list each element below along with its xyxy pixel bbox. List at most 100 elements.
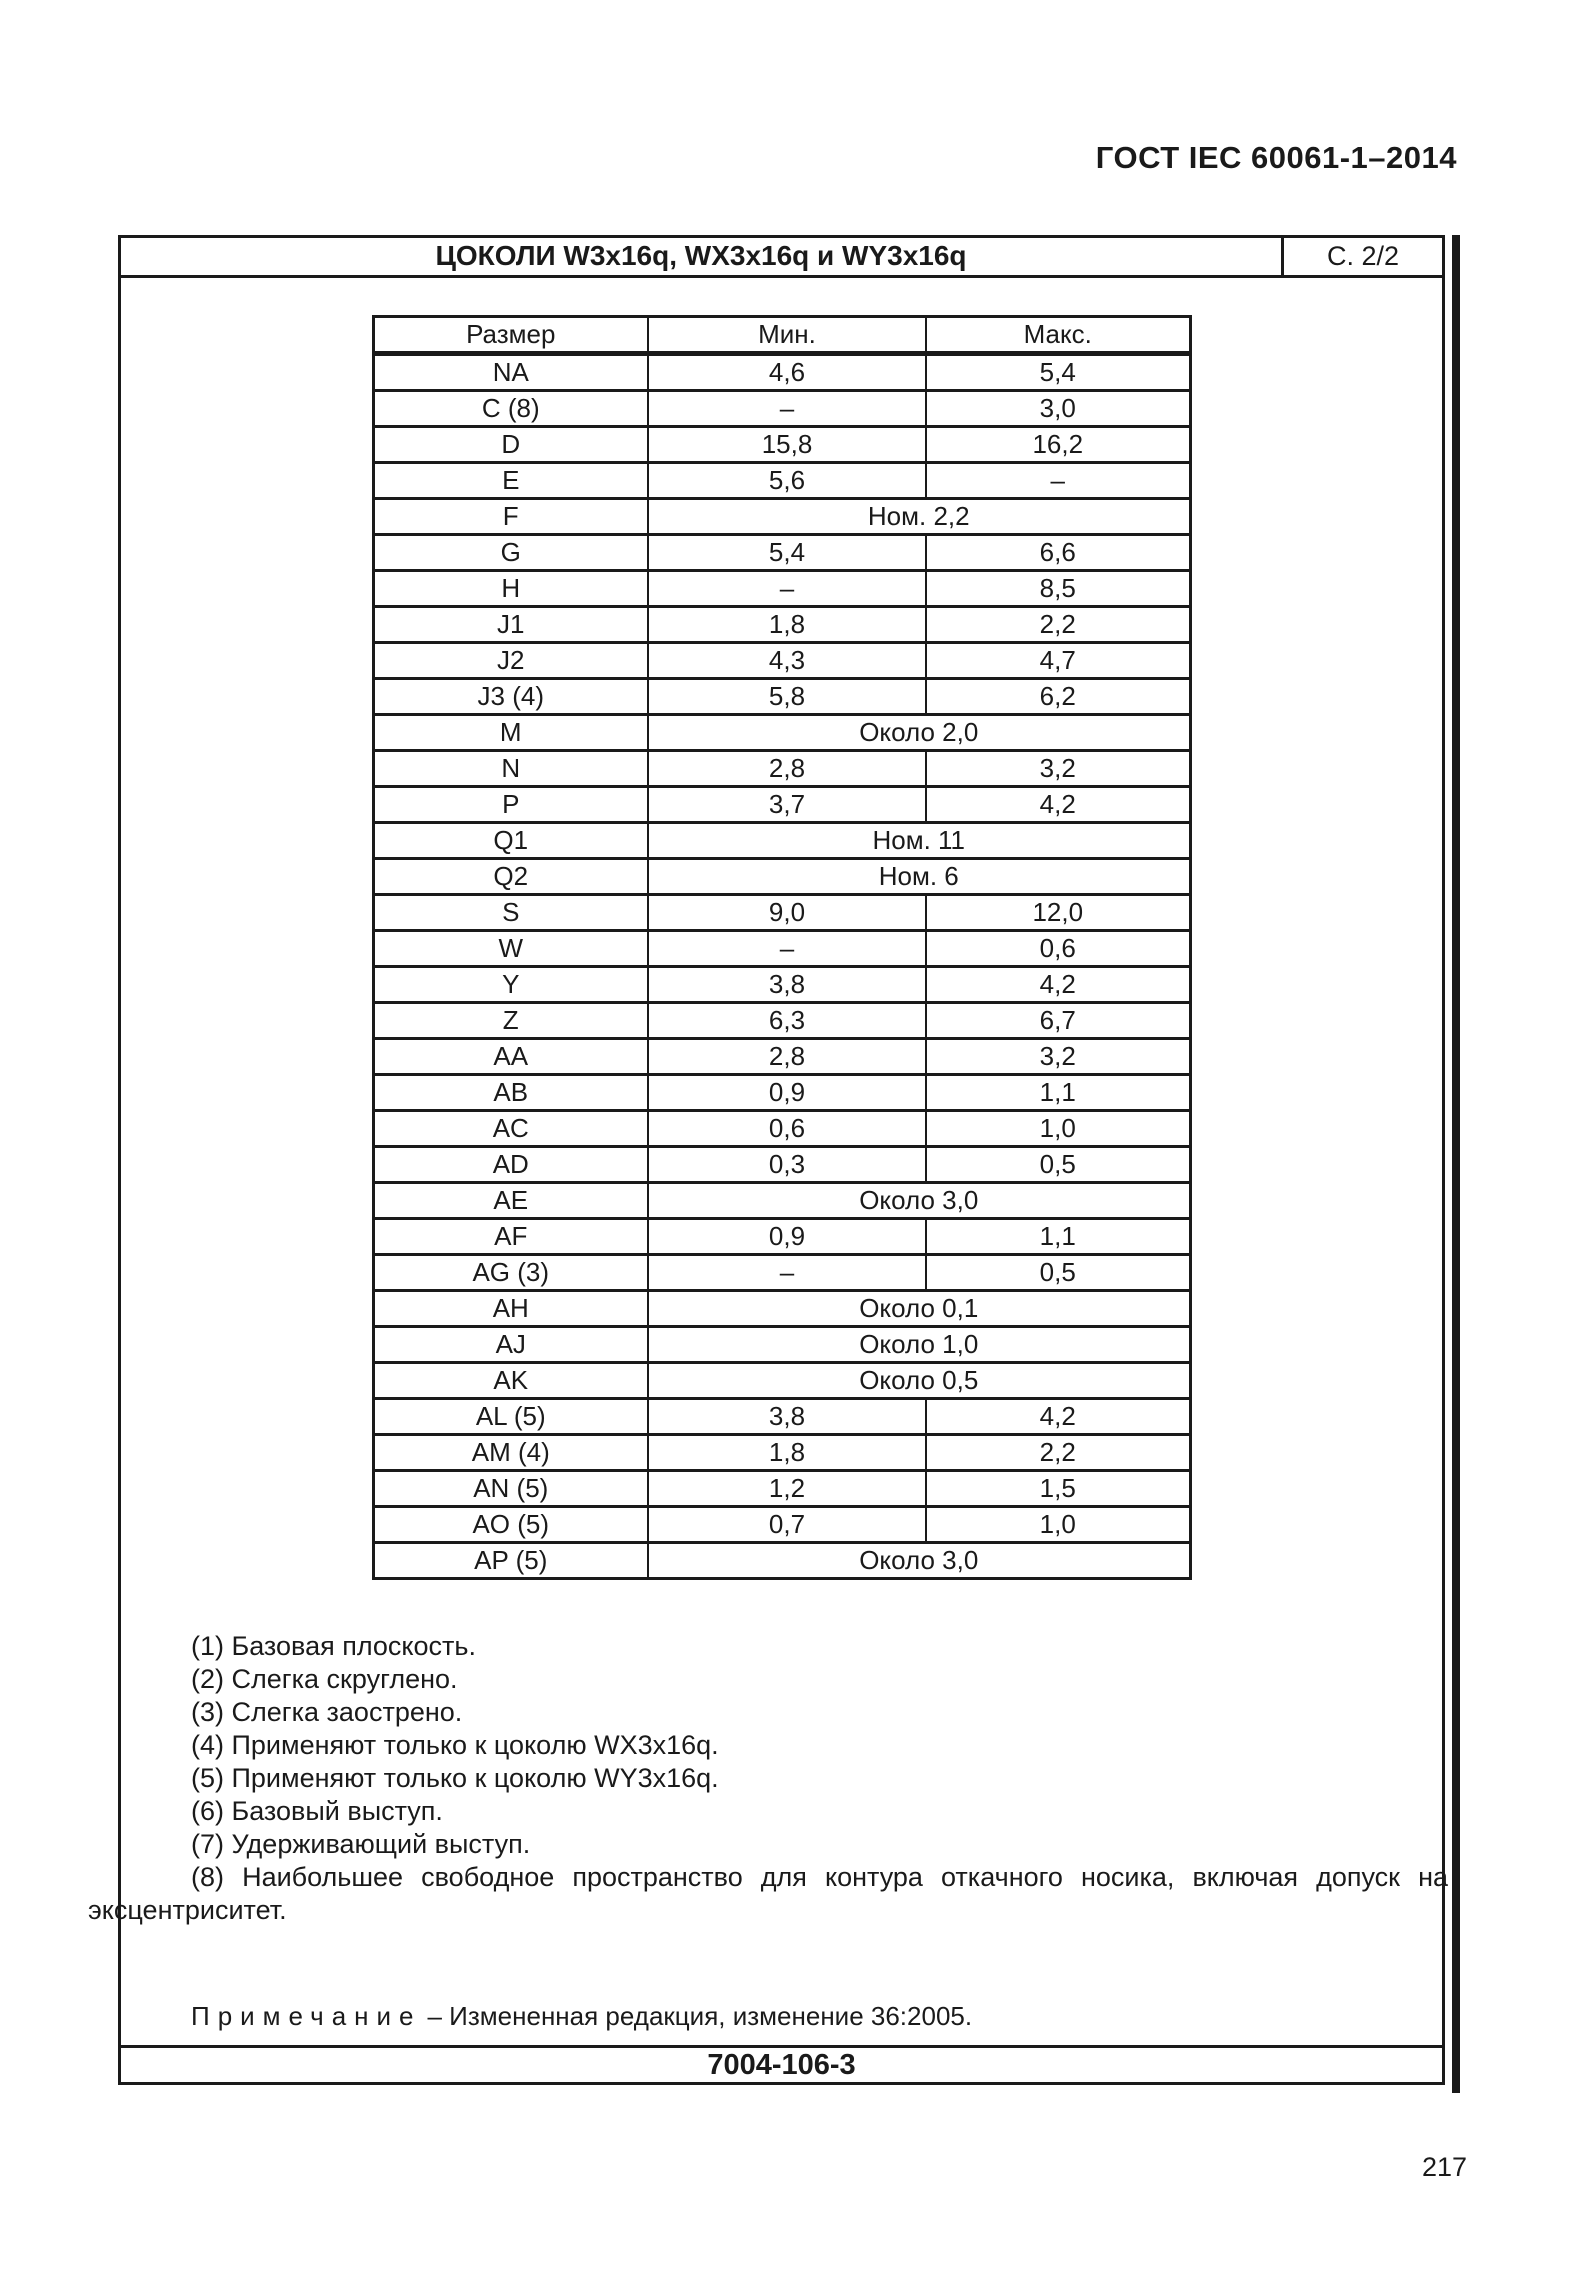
table-row: AB 0,9 1,1	[372, 1073, 1191, 1112]
sheet-code: 7004-106-3	[707, 2049, 856, 2081]
dimension-label: AN (5)	[372, 1469, 649, 1508]
footnote: (1) Базовая плоскость.	[191, 1631, 476, 1661]
dimension-min: 1,8	[647, 1433, 927, 1472]
dimension-label: M	[372, 713, 649, 752]
dimension-min: 0,9	[647, 1217, 927, 1256]
table-row: W –0,6	[372, 929, 1191, 968]
dimension-label: AL (5)	[372, 1397, 649, 1436]
dimension-max: 4,2	[925, 1397, 1191, 1436]
dimension-max: 1,0	[925, 1109, 1191, 1148]
dimension-label: AO (5)	[372, 1505, 649, 1544]
table-row: AA 2,8 3,2	[372, 1037, 1191, 1076]
dimension-label: AP (5)	[372, 1541, 649, 1580]
dimension-label: NA	[372, 352, 649, 392]
dimension-span-value: Около 2,0	[647, 713, 1191, 752]
dimension-min: 5,4	[647, 533, 927, 572]
dimension-label: D	[372, 425, 649, 464]
table-row: H –8,5	[372, 569, 1191, 608]
dimension-span-value: Ном. 2,2	[647, 497, 1191, 536]
footnote: (2) Слегка скруглено.	[191, 1664, 458, 1694]
dimension-span-value: Около 0,1	[647, 1289, 1191, 1328]
dimension-span-value: Около 1,0	[647, 1325, 1191, 1364]
table-row: AH Около 0,1	[372, 1289, 1191, 1328]
table-row: C (8) –3,0	[372, 389, 1191, 428]
dimension-label: N	[372, 749, 649, 788]
table-row: D 15,8 16,2	[372, 425, 1191, 464]
column-header-min: Мин.	[647, 315, 927, 356]
dimension-max: 2,2	[925, 605, 1191, 644]
table-row: AO (5) 0,7 1,0	[372, 1505, 1191, 1544]
dimension-min: –	[647, 389, 927, 428]
dimension-min: 2,8	[647, 1037, 927, 1076]
dimension-min: –	[647, 1253, 927, 1292]
dimension-span-value: Около 3,0	[647, 1541, 1191, 1580]
dimension-label: AB	[372, 1073, 649, 1112]
sheet-title-bar: ЦОКОЛИ W3x16q, WX3x16q и WY3x16q С. 2/2	[121, 238, 1442, 278]
remark-text: – Измененная редакция, изменение 36:2005…	[427, 2001, 973, 2031]
dimension-max: 4,7	[925, 641, 1191, 680]
table-row: Q1 Ном. 11	[372, 821, 1191, 860]
table-row: AD 0,3 0,5	[372, 1145, 1191, 1184]
dimension-label: AD	[372, 1145, 649, 1184]
table-row: AC 0,6 1,0	[372, 1109, 1191, 1148]
dimension-max: 12,0	[925, 893, 1191, 932]
dimension-label: Z	[372, 1001, 649, 1040]
dimension-label: Q2	[372, 857, 649, 896]
dimension-max: 16,2	[925, 425, 1191, 464]
dimension-label: AM (4)	[372, 1433, 649, 1472]
table-header-row: Размер Мин. Макс.	[372, 315, 1191, 356]
table-row: J3 (4) 5,8 6,2	[372, 677, 1191, 716]
table-row: AE Около 3,0	[372, 1181, 1191, 1220]
table-row: J1 1,8 2,2	[372, 605, 1191, 644]
sheet-footer-bar: 7004-106-3	[121, 2045, 1442, 2082]
table-row: Y 3,8 4,2	[372, 965, 1191, 1004]
dimension-min: 9,0	[647, 893, 927, 932]
dimension-label: P	[372, 785, 649, 824]
dimension-max: –	[925, 461, 1191, 500]
footnote: (6) Базовый выступ.	[191, 1796, 443, 1826]
dimension-label: S	[372, 893, 649, 932]
table-row: AJ Около 1,0	[372, 1325, 1191, 1364]
dimension-min: 5,8	[647, 677, 927, 716]
table-row: N 2,8 3,2	[372, 749, 1191, 788]
table-row: F Ном. 2,2	[372, 497, 1191, 536]
footnote: (8) Наибольшее свободное пространство дл…	[88, 1862, 1448, 1925]
dimension-max: 5,4	[925, 352, 1191, 392]
dimension-max: 6,6	[925, 533, 1191, 572]
dimension-max: 0,5	[925, 1253, 1191, 1292]
dimension-min: 3,8	[647, 1397, 927, 1436]
table-row: J2 4,3 4,7	[372, 641, 1191, 680]
dimension-label: AF	[372, 1217, 649, 1256]
table-row: AP (5) Около 3,0	[372, 1541, 1191, 1580]
standard-reference: ГОСТ IEC 60061-1–2014	[1095, 140, 1457, 175]
dimension-min: 0,3	[647, 1145, 927, 1184]
dimension-min: 1,2	[647, 1469, 927, 1508]
table-row: AK Около 0,5	[372, 1361, 1191, 1400]
dimension-min: 4,6	[647, 352, 927, 392]
dimension-min: –	[647, 929, 927, 968]
dimension-min: 3,8	[647, 965, 927, 1004]
dimension-span-value: Ном. 6	[647, 857, 1191, 896]
dimension-max: 6,7	[925, 1001, 1191, 1040]
dimension-max: 1,5	[925, 1469, 1191, 1508]
dimension-max: 8,5	[925, 569, 1191, 608]
sheet-frame: ЦОКОЛИ W3x16q, WX3x16q и WY3x16q С. 2/2 …	[88, 235, 1448, 2085]
table-row: E 5,6–	[372, 461, 1191, 500]
dimension-label: J1	[372, 605, 649, 644]
footnote: (7) Удерживающий выступ.	[191, 1829, 531, 1859]
table-row: NA 4,6 5,4	[372, 352, 1191, 392]
dimension-label: H	[372, 569, 649, 608]
dimension-label: G	[372, 533, 649, 572]
table-row: M Около 2,0	[372, 713, 1191, 752]
dimension-max: 0,5	[925, 1145, 1191, 1184]
table-row: S 9,0 12,0	[372, 893, 1191, 932]
dimension-label: AK	[372, 1361, 649, 1400]
dimension-label: Q1	[372, 821, 649, 860]
table-row: AN (5) 1,2 1,5	[372, 1469, 1191, 1508]
dimension-max: 4,2	[925, 785, 1191, 824]
dimension-label: AG (3)	[372, 1253, 649, 1292]
dimension-min: 0,7	[647, 1505, 927, 1544]
dimension-min: 1,8	[647, 605, 927, 644]
table-row: AG (3) –0,5	[372, 1253, 1191, 1292]
